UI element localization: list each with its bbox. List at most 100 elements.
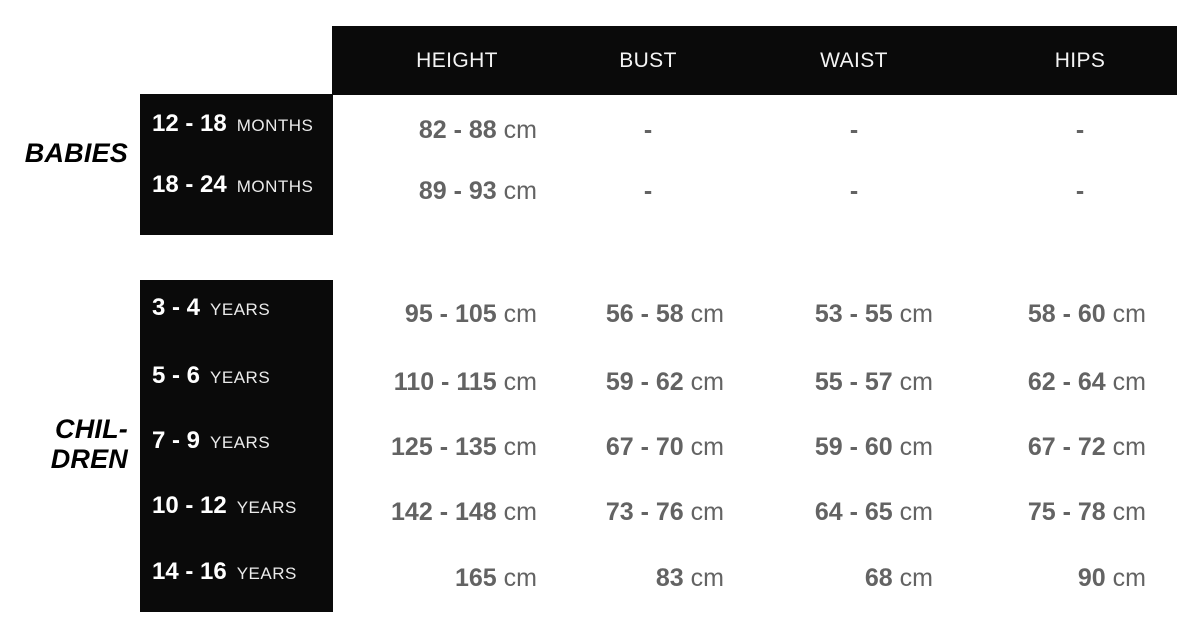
age-range: 10 - 12	[152, 492, 227, 519]
measurement-value: 165	[454, 564, 497, 592]
measurement-value: 56 - 58	[605, 300, 684, 328]
measurement-unit: cm	[503, 368, 537, 396]
table-header-bar: HEIGHT BUST WAIST HIPS	[332, 26, 1177, 95]
measurement-value: 64 - 65	[814, 498, 893, 526]
cell-hips: 58 - 60 cm	[1028, 294, 1146, 334]
table-row: 7 - 9 YEARS 125 - 135 cm 67 - 70 cm 59 - 60…	[0, 427, 1200, 467]
measurement-value: -	[849, 116, 859, 144]
cell-hips: -	[1076, 171, 1084, 211]
cell-height: 110 - 115 cm	[394, 362, 537, 402]
measurement-value: 90	[1077, 564, 1106, 592]
measurement-value: 67 - 72	[1027, 433, 1106, 461]
age-unit: YEARS	[210, 300, 271, 319]
measurement-value: 68	[864, 564, 893, 592]
measurement-unit: cm	[690, 368, 724, 396]
group-label-line: BABIES	[24, 138, 128, 168]
cell-waist: -	[850, 171, 858, 211]
measurement-value: 125 - 135	[391, 433, 497, 461]
cell-waist: -	[850, 110, 858, 150]
measurement-value: 53 - 55	[814, 300, 893, 328]
measurement-unit: cm	[1112, 433, 1146, 461]
age-range: 18 - 24	[152, 171, 227, 198]
age-range: 5 - 6	[152, 362, 201, 389]
measurement-unit: cm	[503, 300, 537, 328]
cell-waist: 55 - 57 cm	[815, 362, 933, 402]
table-row: 12 - 18 MONTHS 82 - 88 cm - - -	[0, 110, 1200, 150]
age-label: 7 - 9 YEARS	[152, 421, 270, 464]
cell-bust: 73 - 76 cm	[606, 492, 724, 532]
cell-hips: -	[1076, 110, 1084, 150]
babies-age-box	[140, 94, 333, 235]
cell-height: 125 - 135 cm	[391, 427, 537, 467]
age-label: 18 - 24 MONTHS	[152, 165, 313, 208]
age-label: 14 - 16 YEARS	[152, 552, 297, 595]
cell-hips: 90 cm	[1078, 558, 1146, 598]
age-unit: YEARS	[210, 368, 271, 387]
age-label: 3 - 4 YEARS	[152, 288, 270, 331]
cell-bust: 67 - 70 cm	[606, 427, 724, 467]
group-label-babies: BABIES	[0, 138, 128, 168]
cell-waist: 68 cm	[865, 558, 933, 598]
measurement-unit: cm	[1112, 368, 1146, 396]
measurement-value: 59 - 60	[814, 433, 893, 461]
header-bust: BUST	[619, 49, 677, 72]
measurement-unit: cm	[690, 564, 724, 592]
age-range: 3 - 4	[152, 294, 201, 321]
measurement-value: 89 - 93	[418, 177, 497, 205]
measurement-value: -	[1075, 177, 1085, 205]
measurement-unit: cm	[503, 177, 537, 205]
measurement-value: 59 - 62	[605, 368, 684, 396]
age-range: 7 - 9	[152, 427, 201, 454]
age-range: 12 - 18	[152, 110, 227, 137]
cell-bust: -	[644, 110, 652, 150]
measurement-unit: cm	[899, 300, 933, 328]
cell-height: 82 - 88 cm	[419, 110, 537, 150]
age-unit: MONTHS	[236, 177, 314, 196]
table-row: 5 - 6 YEARS 110 - 115 cm 59 - 62 cm 55 - 57…	[0, 362, 1200, 402]
measurement-value: 110 - 115	[393, 368, 497, 396]
group-label-children: CHIL- DREN	[0, 414, 128, 474]
cell-hips: 67 - 72 cm	[1028, 427, 1146, 467]
measurement-unit: cm	[899, 564, 933, 592]
measurement-value: 82 - 88	[418, 116, 497, 144]
measurement-unit: cm	[690, 433, 724, 461]
measurement-value: 58 - 60	[1027, 300, 1106, 328]
table-row: 18 - 24 MONTHS 89 - 93 cm - - -	[0, 171, 1200, 211]
measurement-value: -	[643, 177, 653, 205]
measurement-value: 75 - 78	[1027, 498, 1106, 526]
cell-waist: 64 - 65 cm	[815, 492, 933, 532]
measurement-unit: cm	[899, 368, 933, 396]
cell-hips: 75 - 78 cm	[1028, 492, 1146, 532]
measurement-value: 73 - 76	[605, 498, 684, 526]
measurement-value: 83	[655, 564, 684, 592]
age-range: 14 - 16	[152, 558, 227, 585]
age-unit: MONTHS	[236, 116, 314, 135]
table-row: 14 - 16 YEARS 165 cm 83 cm 68 cm 90 cm	[0, 558, 1200, 598]
measurement-unit: cm	[690, 498, 724, 526]
measurement-unit: cm	[1112, 300, 1146, 328]
age-label: 10 - 12 YEARS	[152, 486, 297, 529]
measurement-value: -	[849, 177, 859, 205]
cell-bust: 83 cm	[656, 558, 724, 598]
measurement-unit: cm	[1112, 564, 1146, 592]
children-age-box	[140, 280, 333, 612]
measurement-value: 142 - 148	[391, 498, 497, 526]
measurement-value: 62 - 64	[1027, 368, 1106, 396]
cell-bust: -	[644, 171, 652, 211]
measurement-unit: cm	[503, 433, 537, 461]
measurement-value: 67 - 70	[605, 433, 684, 461]
cell-height: 165 cm	[455, 558, 537, 598]
age-unit: YEARS	[236, 564, 297, 583]
measurement-unit: cm	[503, 498, 537, 526]
measurement-unit: cm	[690, 300, 724, 328]
measurement-value: 55 - 57	[814, 368, 893, 396]
header-waist: WAIST	[820, 49, 888, 72]
measurement-unit: cm	[503, 564, 537, 592]
header-hips: HIPS	[1054, 49, 1106, 72]
age-unit: YEARS	[210, 433, 271, 452]
cell-height: 89 - 93 cm	[419, 171, 537, 211]
table-row: 10 - 12 YEARS 142 - 148 cm 73 - 76 cm 64 - …	[0, 492, 1200, 532]
measurement-unit: cm	[503, 116, 537, 144]
measurement-unit: cm	[899, 498, 933, 526]
